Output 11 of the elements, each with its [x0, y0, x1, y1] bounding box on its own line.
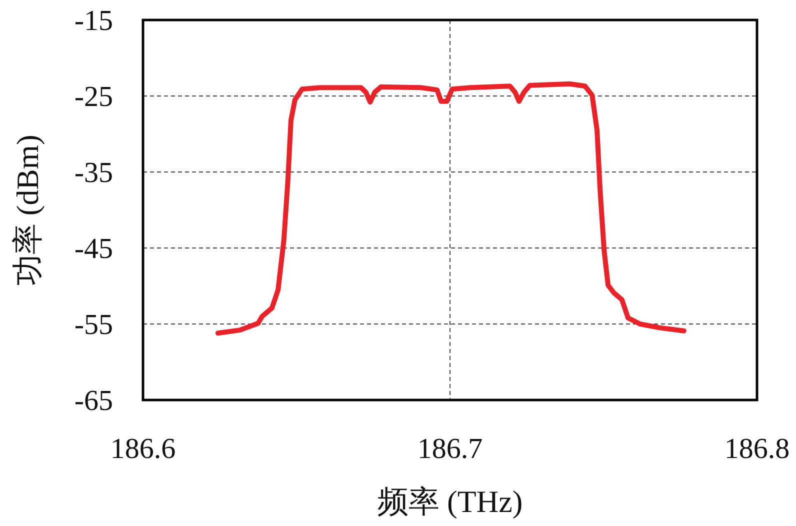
y-axis-title: 功率 (dBm) [10, 134, 45, 286]
y-tick-label: -65 [74, 385, 113, 417]
x-tick-label: 186.8 [724, 433, 790, 465]
x-tick-label: 186.7 [417, 433, 483, 465]
y-tick-label: -55 [74, 309, 113, 341]
x-tick-label: 186.6 [110, 433, 176, 465]
y-tick-label: -25 [74, 81, 113, 113]
y-tick-label: -45 [74, 233, 113, 265]
y-tick-label: -15 [74, 5, 113, 37]
y-tick-label: -35 [74, 157, 113, 189]
x-axis-title: 频率 (THz) [377, 484, 523, 519]
